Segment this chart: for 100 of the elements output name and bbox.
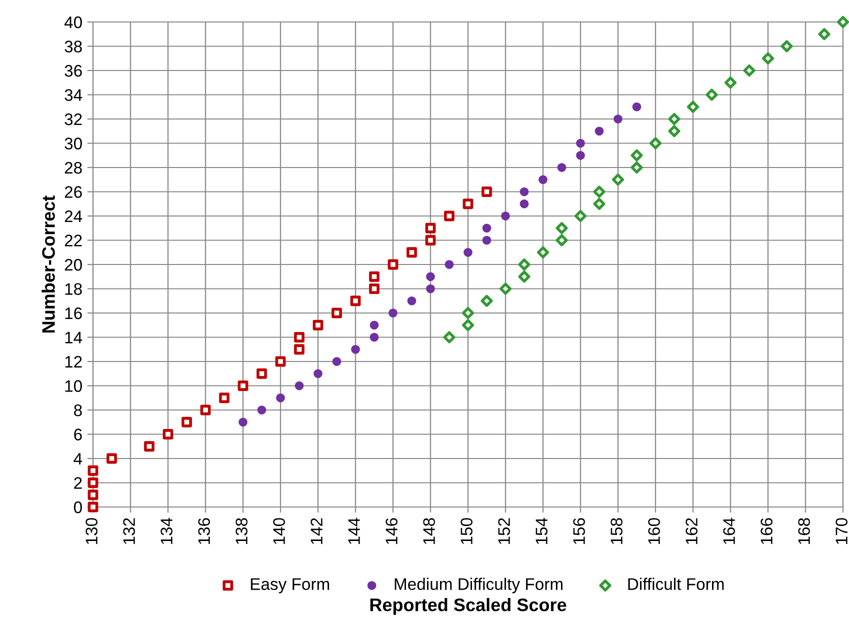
y-tick-label: 0 [74, 501, 82, 514]
point [464, 248, 472, 257]
x-tick-label: 164 [723, 518, 735, 544]
point [668, 113, 680, 125]
point [482, 224, 492, 233]
legend-label: Medium Difficulty Form [394, 578, 562, 594]
point [462, 307, 474, 319]
y-tick-label: 18 [65, 283, 82, 295]
point [518, 270, 530, 283]
point [574, 210, 586, 222]
x-tick-label: 132 [123, 518, 135, 544]
point [818, 28, 830, 40]
point [743, 64, 756, 76]
point [407, 296, 416, 306]
point [425, 235, 436, 246]
point [630, 162, 643, 174]
x-tick-label: 168 [798, 518, 810, 544]
point [556, 222, 568, 234]
point [351, 344, 360, 354]
legend-label: Difficult Form [628, 578, 724, 590]
point [144, 441, 154, 452]
point [837, 16, 849, 28]
y-tick-label: 24 [64, 210, 82, 222]
point [632, 102, 642, 112]
point [518, 258, 530, 270]
x-tick-label: 162 [686, 518, 698, 544]
point [388, 259, 398, 270]
point [238, 380, 248, 391]
point [762, 52, 774, 64]
point [294, 332, 304, 342]
y-tick-label: 28 [64, 162, 82, 174]
point [425, 222, 436, 234]
point [406, 247, 417, 258]
x-tick-label: 130 [86, 518, 98, 544]
point [706, 88, 718, 101]
y-tick-label: 12 [65, 356, 82, 368]
x-tick-label: 156 [573, 518, 585, 544]
point [500, 282, 512, 295]
point [443, 331, 456, 344]
x-tick-label: 154 [536, 518, 548, 544]
x-tick-label: 166 [760, 518, 772, 544]
point [312, 320, 324, 330]
y-tick-label: 30 [64, 138, 82, 150]
x-tick-label: 146 [386, 518, 398, 544]
point [182, 416, 192, 428]
y-tick-label: 20 [64, 258, 82, 271]
point [369, 271, 380, 282]
x-tick-label: 160 [648, 518, 660, 544]
point [294, 344, 304, 355]
point [106, 453, 117, 464]
point [370, 332, 379, 342]
y-tick-label: 40 [64, 16, 82, 28]
point [219, 392, 230, 404]
y-tick-label: 26 [64, 186, 82, 198]
y-tick-label: 14 [65, 332, 82, 344]
point [426, 272, 435, 282]
point [238, 418, 248, 427]
x-tick-label: 140 [273, 518, 285, 544]
point [88, 465, 98, 476]
x-axis-title: Reported Scaled Score [370, 598, 566, 615]
x-tick-label: 144 [348, 518, 360, 544]
point [332, 308, 342, 318]
y-tick-label: 6 [74, 428, 82, 440]
y-tick-label: 8 [74, 404, 82, 416]
point [593, 198, 606, 210]
x-tick-label: 148 [423, 518, 435, 544]
y-tick-label: 38 [64, 40, 82, 52]
point [162, 429, 174, 440]
point [520, 187, 529, 196]
point [687, 100, 699, 113]
point [462, 198, 474, 210]
point [444, 260, 454, 269]
point [88, 490, 98, 500]
point [594, 126, 604, 136]
point [294, 381, 304, 390]
x-tick-label: 150 [460, 518, 472, 544]
point [482, 236, 492, 245]
y-tick-label: 34 [64, 89, 82, 101]
y-axis-title: Number-Correct [42, 195, 55, 333]
point [444, 210, 454, 222]
point [257, 406, 266, 414]
point [537, 246, 549, 258]
point [314, 369, 322, 378]
point [482, 186, 492, 197]
point [538, 175, 548, 184]
x-tick-label: 142 [310, 518, 322, 544]
y-tick-label: 32 [64, 113, 82, 126]
x-tick-label: 152 [498, 518, 510, 544]
point [501, 212, 510, 220]
point [612, 174, 624, 186]
point [200, 404, 211, 416]
point [369, 284, 380, 294]
point [724, 76, 736, 89]
y-tick-label: 4 [74, 453, 82, 465]
x-tick-label: 134 [160, 518, 172, 544]
point [780, 40, 793, 52]
x-tick-label: 136 [198, 518, 210, 544]
point [668, 125, 680, 138]
point [557, 163, 566, 172]
y-tick-label: 10 [65, 380, 82, 392]
